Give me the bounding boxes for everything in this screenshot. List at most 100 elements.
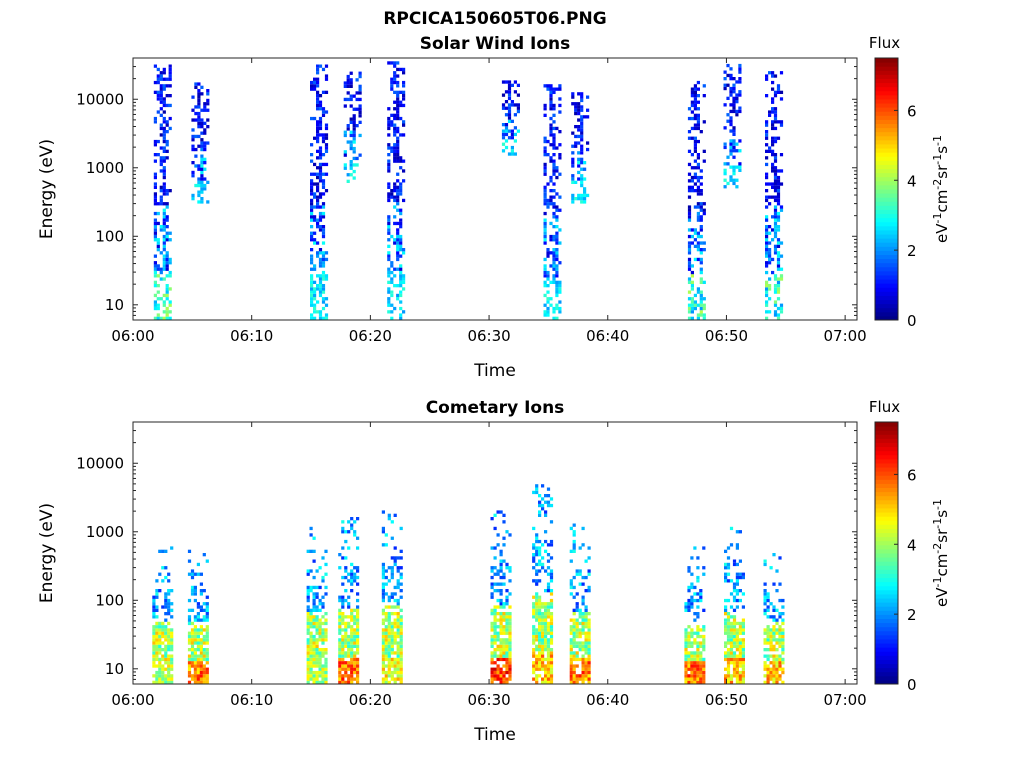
com-cell (315, 680, 319, 684)
sw-cell (168, 257, 172, 262)
com-cell (152, 674, 156, 678)
com-cell (190, 677, 195, 681)
com-cell (729, 654, 734, 658)
com-cell (735, 628, 739, 632)
com-cell (499, 575, 503, 580)
com-cell (738, 651, 742, 655)
com-cell (763, 628, 767, 632)
com-cell (693, 664, 697, 668)
sw-cell (159, 185, 163, 189)
com-cell (569, 680, 573, 684)
sw-cell (702, 159, 706, 163)
sw-cell (729, 103, 733, 107)
com-cell (738, 572, 742, 576)
com-cell (393, 625, 397, 629)
com-cell (187, 549, 192, 553)
com-cell (390, 648, 394, 652)
sw-cell (321, 277, 326, 281)
com-cell (196, 628, 200, 632)
com-cell (193, 651, 197, 655)
sw-cell (732, 142, 736, 146)
com-cell (702, 677, 706, 681)
com-cell (578, 631, 582, 635)
com-cell (205, 602, 209, 606)
com-cell (193, 585, 197, 590)
sw-cell (206, 141, 210, 145)
colorbar-label-part: -2 (931, 179, 944, 190)
com-cell (690, 595, 694, 599)
sw-cell (194, 183, 198, 188)
com-cell (199, 625, 203, 629)
sw-cell (349, 160, 353, 164)
sw-cell (558, 241, 562, 245)
sw-cell (399, 182, 403, 186)
com-cell (381, 638, 385, 642)
sw-cell (200, 164, 204, 168)
com-cell (684, 634, 688, 639)
com-cell (538, 605, 542, 609)
sw-cell (501, 142, 506, 146)
sw-colorbar-step (875, 209, 898, 215)
sw-cell (693, 166, 697, 170)
com-cell (687, 569, 691, 573)
com-colorbar-step (875, 593, 898, 599)
com-cell (693, 680, 697, 684)
sw-cell (687, 211, 692, 216)
com-cell (505, 628, 509, 632)
com-cell (490, 677, 494, 681)
com-cell (502, 615, 506, 619)
sw-cell (696, 257, 700, 262)
sw-cell (318, 290, 323, 294)
sw-cell (773, 277, 778, 281)
sw-cell (393, 71, 397, 75)
com-cell (726, 546, 731, 550)
sw-cell (387, 195, 391, 199)
sw-cell (396, 146, 400, 150)
com-cell (321, 667, 325, 671)
com-cell (312, 648, 316, 652)
com-cell (350, 608, 354, 612)
com-cell (549, 680, 554, 684)
sw-cell (738, 77, 742, 81)
sw-cell (543, 218, 547, 222)
com-cell (170, 615, 174, 619)
sw-cell (571, 157, 575, 161)
sw-cell (555, 257, 559, 262)
com-cell (549, 654, 554, 658)
sw-cell (696, 211, 700, 216)
com-cell (344, 667, 348, 671)
com-cell (535, 608, 539, 612)
com-cell (581, 654, 585, 658)
sw-cell (162, 221, 166, 226)
com-cell (496, 638, 500, 642)
sw-cell (159, 133, 163, 137)
com-cell (702, 670, 706, 675)
com-cell (347, 605, 351, 609)
com-cell (532, 579, 536, 583)
sw-colorbar-label: eV-1cm-2sr-1s-1 (931, 135, 951, 243)
com-cell (546, 638, 551, 642)
sw-cell (501, 106, 506, 110)
colorbar-label-part: -2 (931, 543, 944, 554)
com-cell (170, 667, 174, 671)
com-cell (490, 674, 494, 678)
sw-cell (349, 133, 353, 138)
com-cell (490, 644, 494, 648)
com-cell (384, 654, 388, 658)
sw-cell (313, 195, 317, 199)
sw-cell (690, 136, 694, 140)
com-axes-box (132, 421, 858, 685)
sw-cell (352, 150, 356, 154)
sw-cell (571, 161, 575, 165)
com-cell (353, 628, 357, 632)
sw-cell (387, 153, 391, 157)
sw-cell (552, 159, 556, 163)
com-cell (508, 641, 512, 645)
sw-cell (393, 113, 397, 117)
sw-cell (396, 84, 400, 88)
sw-cell (402, 103, 406, 108)
com-colorbar-label: eV-1cm-2sr-1s-1 (931, 499, 951, 607)
sw-cell (316, 182, 320, 186)
sw-cell (321, 241, 326, 245)
com-cell (738, 598, 742, 603)
